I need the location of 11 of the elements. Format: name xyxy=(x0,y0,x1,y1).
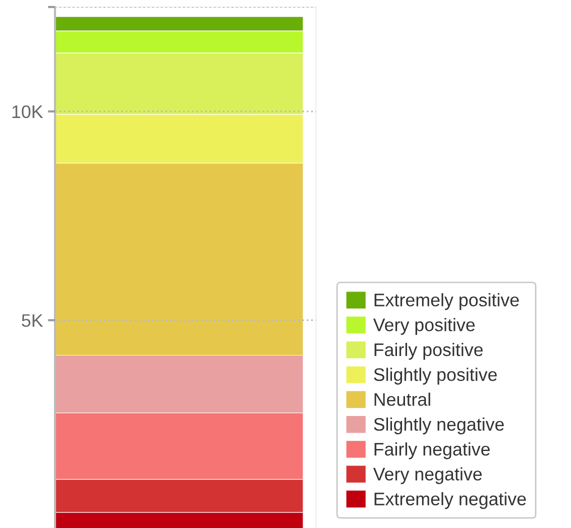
legend-label: Extremely negative xyxy=(374,492,526,509)
legend-label: Fairly negative xyxy=(374,442,490,460)
legend-label: Slightly positive xyxy=(374,368,497,385)
legend-label: Slightly negative xyxy=(374,418,504,434)
y-tick-label: 10K xyxy=(12,105,43,118)
legend-label: Neutral xyxy=(374,392,430,406)
legend-label: Fairly positive xyxy=(374,342,483,360)
legend-label: Very positive xyxy=(373,318,475,335)
legend-label: Extremely positive xyxy=(374,293,519,310)
legend-label: Very negative xyxy=(373,467,482,484)
y-tick-label: 5K xyxy=(22,314,43,327)
